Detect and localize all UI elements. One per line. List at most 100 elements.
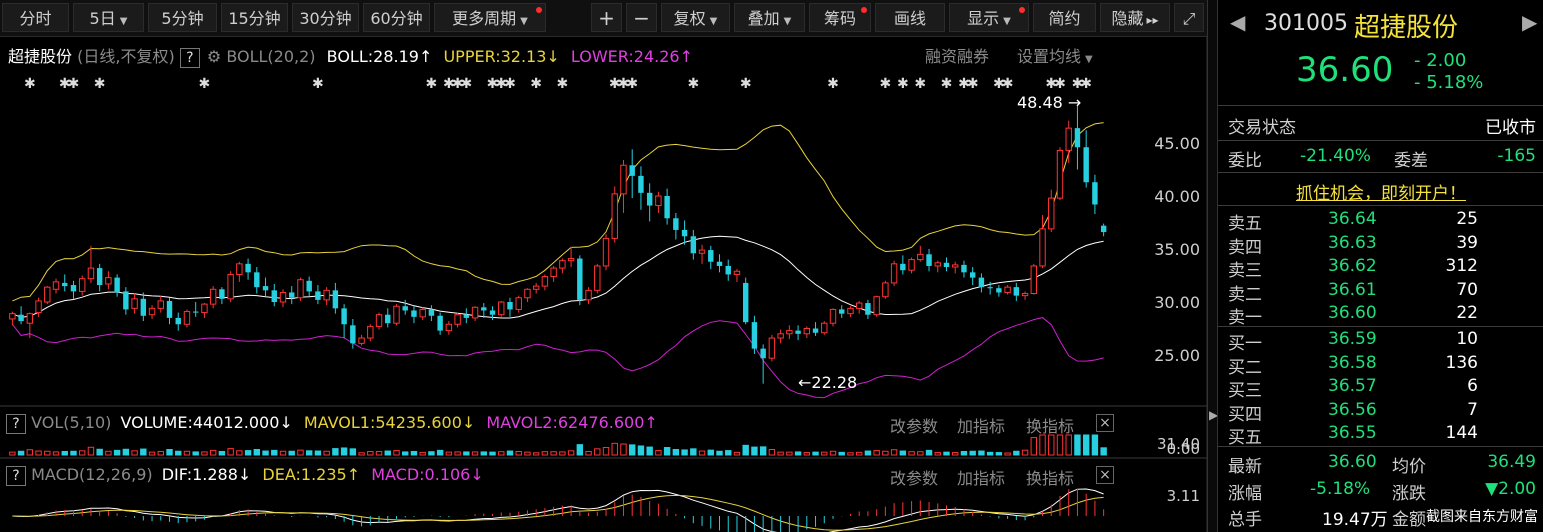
set-ma-button[interactable]: 设置均线 ▼ <box>1017 43 1093 67</box>
candle-body <box>62 282 68 287</box>
vol-swap-indicator-button[interactable]: 换指标 <box>1026 417 1075 436</box>
y-tick-label: 45.00 <box>1154 134 1200 153</box>
candle-body <box>87 267 95 280</box>
y-tick-label: 35.00 <box>1154 240 1200 259</box>
candle-body <box>795 330 801 334</box>
event-marker: ✱ <box>94 76 106 92</box>
stock-header: ◀ 301005 超捷股份 ▶ <box>1218 9 1543 43</box>
period-intraday[interactable]: 分时 <box>2 3 69 32</box>
help-button[interactable]: ? <box>6 466 26 486</box>
zoom-in-button[interactable]: + <box>591 3 622 32</box>
weicha-value: -165 <box>1497 146 1536 166</box>
candle-body <box>698 249 706 254</box>
period-5day[interactable]: 5日 ▼ <box>73 3 144 32</box>
period-30min[interactable]: 30分钟 <box>292 3 359 32</box>
gear-icon[interactable]: ⚙ <box>206 47 222 66</box>
event-marker: ✱ <box>958 76 970 92</box>
macd-close-button[interactable]: × <box>1096 466 1114 484</box>
volume-bar <box>113 449 121 456</box>
period-15min[interactable]: 15分钟 <box>221 3 288 32</box>
vol-edit-params-button[interactable]: 改参数 <box>890 417 939 436</box>
promo-link[interactable]: 抓住机会，即刻开户！ <box>1218 179 1543 204</box>
arrow-left-icon: ← <box>798 373 812 392</box>
vol-indicator-name[interactable]: VOL(5,10) <box>31 413 112 432</box>
help-button[interactable]: ? <box>6 414 26 434</box>
volume-bar <box>79 450 86 456</box>
candle-body <box>498 301 505 316</box>
hide-button[interactable]: 隐藏 ▸▸ <box>1100 3 1170 32</box>
candle-body <box>315 291 321 300</box>
candle-body <box>655 195 662 207</box>
simple-button[interactable]: 简约 <box>1033 3 1096 32</box>
period-more[interactable]: 更多周期 ▼ <box>434 3 546 32</box>
volume-bar <box>1065 434 1072 456</box>
chevron-left-icon[interactable]: ◀ <box>1230 10 1246 34</box>
period-60min[interactable]: 60分钟 <box>363 3 430 32</box>
candle-body <box>1100 225 1107 233</box>
help-button[interactable]: ? <box>179 48 200 68</box>
panel-collapse-strip[interactable]: ▶ <box>1207 0 1218 532</box>
volume-bar <box>550 451 557 456</box>
candle-body <box>777 333 784 339</box>
volume-bar <box>131 450 138 456</box>
chevron-down-icon: ▼ <box>783 16 792 27</box>
candle-body <box>934 262 941 267</box>
candle-body <box>341 308 347 325</box>
tool-label: 隐藏 <box>1111 9 1144 28</box>
volume-bar <box>227 448 234 456</box>
divider <box>1218 205 1543 206</box>
vol-close-button[interactable]: × <box>1096 414 1114 432</box>
kline-chart[interactable]: ✱ ✱✱ ✱ ✱ ✱ ✱ ✱✱✱ ✱✱✱ ✱ ✱ ✱✱✱ ✱ ✱ ✱ ✱ ✱ ✱ ✱ ✱✱ ✱✱ ✱✱ ✱✱ <box>0 36 1207 532</box>
candle-body <box>289 292 295 298</box>
mavol2-value: MAVOL2:62476.600 <box>486 413 645 432</box>
overlay-button[interactable]: 叠加 ▼ <box>734 3 805 32</box>
volume-bar <box>454 451 461 456</box>
event-marker: ✱ <box>68 76 80 92</box>
vol-y-tick: 0.00 <box>1166 440 1200 458</box>
candle-body <box>437 315 443 331</box>
volume-bar <box>821 451 828 456</box>
event-marker: ✱ <box>1054 76 1066 92</box>
volume-bar <box>175 450 182 456</box>
promo-text: 抓住机会，即刻开户！ <box>1296 184 1466 204</box>
volume-bar <box>585 450 592 456</box>
avg-label: 均价 <box>1392 457 1426 477</box>
price-change: - 2.00 <box>1414 50 1467 71</box>
macd-edit-params-button[interactable]: 改参数 <box>890 469 939 488</box>
draw-line-button[interactable]: 画线 <box>875 3 945 32</box>
vol-add-indicator-button[interactable]: 加指标 <box>957 417 1006 436</box>
display-button[interactable]: 显示 ▼ <box>949 3 1029 32</box>
volume-bar <box>716 450 723 456</box>
candle-body <box>1039 228 1046 267</box>
volume-bar <box>1048 434 1055 456</box>
candle-body <box>1048 197 1055 230</box>
zoom-out-button[interactable]: − <box>626 3 657 32</box>
macd-swap-indicator-button[interactable]: 换指标 <box>1026 469 1075 488</box>
period-5min[interactable]: 5分钟 <box>148 3 217 32</box>
candle-body <box>733 270 741 275</box>
candle-body <box>690 236 697 254</box>
volume-bar <box>288 450 295 456</box>
arrow-right-icon[interactable]: ▶ <box>1209 408 1219 422</box>
arrow-down-icon: ↓ <box>279 413 293 432</box>
candle-body <box>585 289 592 301</box>
event-marker: ✱ <box>618 76 630 92</box>
level-price: 36.64 <box>1328 209 1377 229</box>
macd-add-indicator-button[interactable]: 加指标 <box>957 469 1006 488</box>
candle-body <box>926 254 932 266</box>
candle-body <box>760 348 766 359</box>
candle-body <box>350 325 356 344</box>
macd-indicator-name[interactable]: MACD(12,26,9) <box>31 465 153 484</box>
adjust-button[interactable]: 复权 ▼ <box>661 3 730 32</box>
fullscreen-button[interactable]: ⤢ <box>1174 3 1204 32</box>
boll-indicator-name[interactable]: BOLL(20,2) <box>226 47 316 66</box>
volume-bar <box>864 450 872 456</box>
volume-bar <box>1030 437 1037 456</box>
level-volume: 312 <box>1445 256 1478 276</box>
turnover-label: 总手 <box>1228 510 1262 530</box>
chevron-right-icon[interactable]: ▶ <box>1522 10 1538 34</box>
chips-button[interactable]: 筹码 <box>809 3 871 32</box>
volume-bar <box>9 451 16 456</box>
margin-trading-link[interactable]: 融资融券 <box>925 43 989 67</box>
plus-icon: + <box>598 6 615 30</box>
